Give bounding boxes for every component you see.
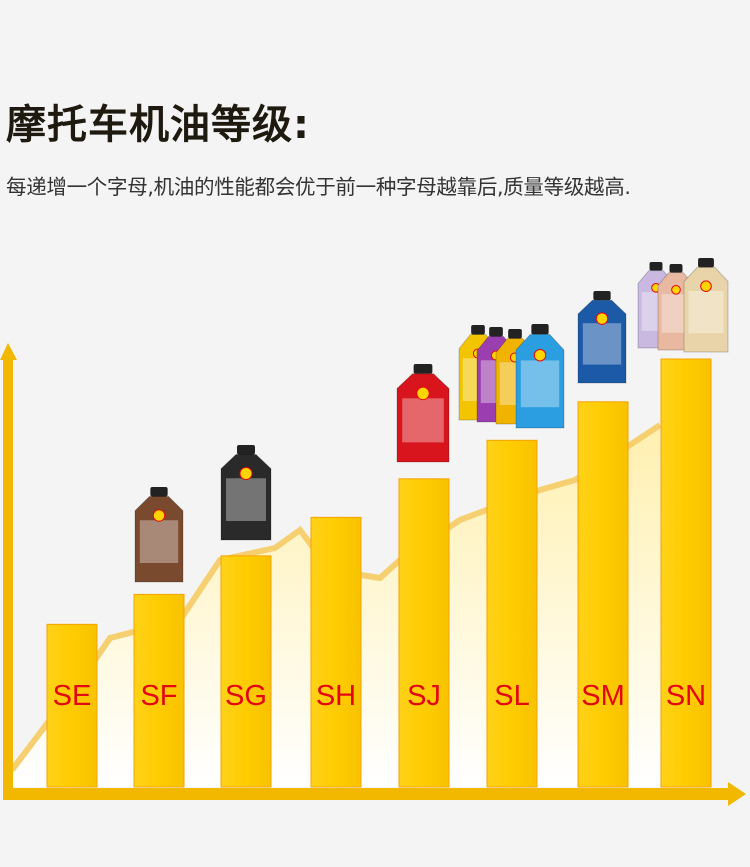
- bottle-label: [688, 290, 724, 334]
- x-axis: [3, 788, 731, 800]
- bar-sn: [660, 358, 712, 788]
- bottle-cap: [150, 487, 168, 497]
- shell-logo-icon: [533, 348, 547, 362]
- bar-label-sh: SH: [316, 680, 356, 712]
- bar-se: [46, 623, 98, 788]
- bottle-sn-3: [683, 258, 729, 353]
- bottle-body: [683, 266, 729, 353]
- y-axis: [3, 358, 13, 800]
- bar-label-sj: SJ: [407, 680, 441, 712]
- page-title: 摩托车机油等级:: [6, 102, 310, 148]
- bar-sm: [577, 401, 629, 788]
- x-axis-arrow-icon: [728, 782, 746, 806]
- bottle-body: [220, 454, 272, 541]
- bar-label-sf: SF: [140, 680, 177, 712]
- bottle-cap: [413, 364, 433, 374]
- bar-sl: [486, 439, 538, 788]
- bottle-label: [520, 360, 560, 408]
- bottle-sl-4: [515, 324, 565, 429]
- bottle-sf: [134, 487, 184, 583]
- shell-logo-icon: [700, 280, 712, 292]
- bottle-sg: [220, 445, 272, 541]
- shell-logo-icon: [152, 509, 166, 522]
- bottle-body: [134, 496, 184, 583]
- shell-logo-icon: [239, 467, 253, 480]
- bottle-sj: [396, 364, 450, 463]
- bar-label-sl: SL: [494, 680, 529, 712]
- bottle-body: [396, 373, 450, 463]
- bar-sj: [398, 478, 450, 788]
- bottle-sm: [577, 291, 627, 384]
- bottle-cap: [471, 325, 485, 335]
- bottle-cap: [237, 445, 255, 455]
- bar-sh: [310, 516, 362, 788]
- bar-sg: [220, 555, 272, 788]
- y-axis-arrow-icon: [0, 343, 17, 360]
- bottle-body: [515, 333, 565, 429]
- bar-label-sg: SG: [225, 680, 267, 712]
- bottle-cap: [531, 324, 549, 335]
- bottle-cap: [508, 329, 522, 339]
- bottle-cap: [593, 291, 611, 301]
- bottle-cap: [669, 264, 683, 273]
- bottle-label: [402, 398, 444, 443]
- bar-label-sm: SM: [581, 680, 625, 712]
- bar-label-se: SE: [53, 680, 92, 712]
- shell-logo-icon: [416, 386, 430, 401]
- page-subtitle: 每递增一个字母,机油的性能都会优于前一种字母越靠后,质量等级越高.: [6, 175, 631, 199]
- bottle-cap: [649, 262, 663, 271]
- bar-label-sn: SN: [666, 680, 706, 712]
- shell-logo-icon: [671, 284, 681, 295]
- bottle-label: [226, 478, 266, 521]
- bottle-body: [577, 299, 627, 384]
- bottle-label: [582, 323, 622, 365]
- bottle-cap: [698, 258, 714, 268]
- bottle-cap: [489, 327, 503, 337]
- bar-sf: [133, 593, 185, 788]
- shell-logo-icon: [595, 312, 609, 325]
- bottle-label: [139, 520, 179, 563]
